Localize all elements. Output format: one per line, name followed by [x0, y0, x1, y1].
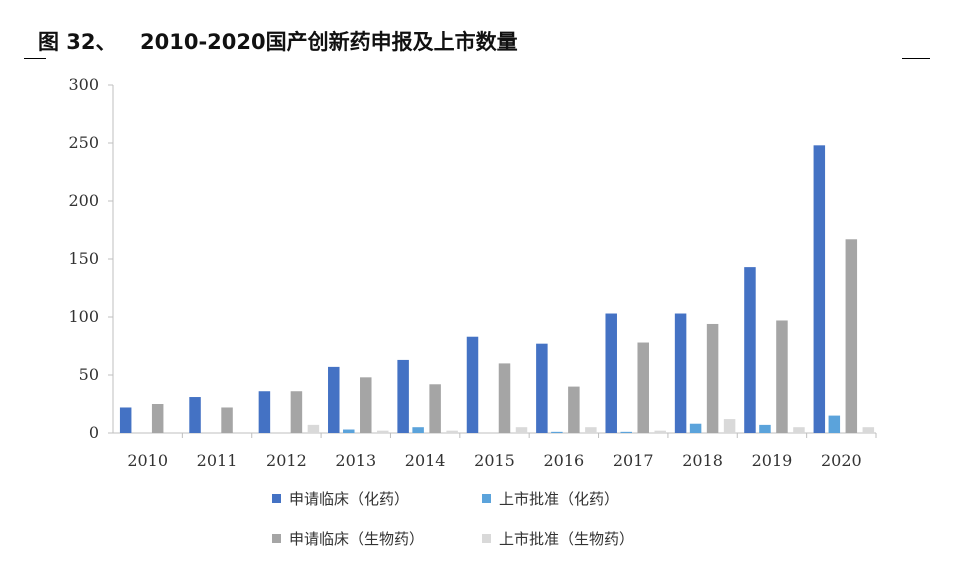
x-tick-label: 2017	[613, 451, 654, 470]
bar-series-3	[637, 342, 649, 433]
bar-series-4	[515, 427, 528, 433]
bar-series-2	[343, 429, 355, 433]
figure-number: 图 32、	[38, 30, 117, 54]
header-rule-right	[902, 58, 930, 59]
bar-series-4	[793, 427, 805, 433]
legend-label-series-2: 上市批准（化药）	[499, 490, 620, 508]
bar-series-3	[498, 363, 511, 433]
bar-series-3	[221, 407, 233, 433]
bar-series-3	[360, 377, 372, 433]
bar-series-1	[744, 267, 756, 433]
bar-series-2	[551, 431, 563, 433]
x-tick-label: 2013	[335, 451, 376, 470]
x-tick-label: 2019	[752, 451, 793, 470]
bar-series-1	[605, 313, 617, 433]
x-tick-label: 2018	[682, 451, 723, 470]
bar-series-1	[813, 145, 826, 433]
y-tick-label: 0	[89, 423, 99, 442]
chart-title: 2010-2020国产创新药申报及上市数量	[140, 30, 518, 54]
x-tick-label: 2015	[474, 451, 515, 470]
bar-series-1	[119, 407, 132, 433]
bar-series-4	[585, 427, 597, 433]
y-tick-label: 250	[68, 133, 99, 152]
bar-series-2	[828, 415, 841, 433]
legend-item-series-3: 申请临床（生物药）	[272, 528, 424, 549]
y-tick-label: 150	[68, 249, 99, 268]
x-tick-label: 2010	[127, 451, 168, 470]
bar-chart: 0 50 100 150 200 250 300 2010 2011 2012 2013 2014 20…	[68, 75, 877, 470]
legend-label-series-1: 申请临床（化药）	[289, 490, 410, 508]
x-tick-label: 2011	[197, 451, 238, 470]
bar-series-4	[862, 427, 875, 433]
bar-series-1	[189, 397, 201, 433]
legend-swatch-series-4	[482, 534, 491, 543]
bar-series-3	[290, 391, 303, 433]
legend-swatch-series-2	[482, 494, 491, 503]
figure-header: 图 32、 2010-2020国产创新药申报及上市数量	[0, 0, 964, 70]
bar-series-1	[397, 359, 409, 433]
bar-series-1	[328, 366, 340, 433]
header-rule-left	[24, 58, 46, 59]
bar-series-2	[759, 424, 771, 433]
bar-series-3	[429, 384, 441, 433]
bar-series-4	[307, 424, 320, 433]
bar-series-1	[536, 343, 548, 433]
bar-series-3	[776, 320, 788, 433]
bar-series-4	[654, 430, 666, 433]
legend-item-series-2: 上市批准（化药）	[482, 488, 619, 509]
bar-series-3	[568, 386, 580, 433]
bar-series-1	[466, 336, 479, 433]
legend-label-series-3: 申请临床（生物药）	[289, 530, 425, 548]
bar-series-4	[723, 419, 736, 433]
legend-item-series-1: 申请临床（化药）	[272, 488, 409, 509]
bar-series-4	[377, 430, 389, 433]
bar-series-2	[412, 427, 424, 433]
legend-swatch-series-1	[272, 494, 281, 503]
bar-series-1	[258, 391, 271, 433]
x-tick-label: 2014	[405, 451, 446, 470]
y-tick-label: 300	[68, 75, 99, 94]
y-tick-label: 200	[68, 191, 99, 210]
x-tick-label: 2016	[544, 451, 585, 470]
bar-series-2	[620, 431, 632, 433]
bar-series-4	[446, 430, 458, 433]
bar-series-3	[845, 239, 858, 433]
bar-series-3	[706, 323, 719, 433]
legend-label-series-4: 上市批准（生物药）	[499, 530, 635, 548]
bar-series-3	[151, 404, 164, 433]
x-tick-label: 2012	[266, 451, 307, 470]
y-tick-label: 100	[68, 307, 99, 326]
bar-series-2	[689, 423, 702, 433]
bar-series-1	[674, 313, 687, 433]
x-tick-label: 2020	[821, 451, 862, 470]
legend-swatch-series-3	[272, 534, 281, 543]
legend-item-series-4: 上市批准（生物药）	[482, 528, 634, 549]
y-tick-label: 50	[79, 365, 99, 384]
